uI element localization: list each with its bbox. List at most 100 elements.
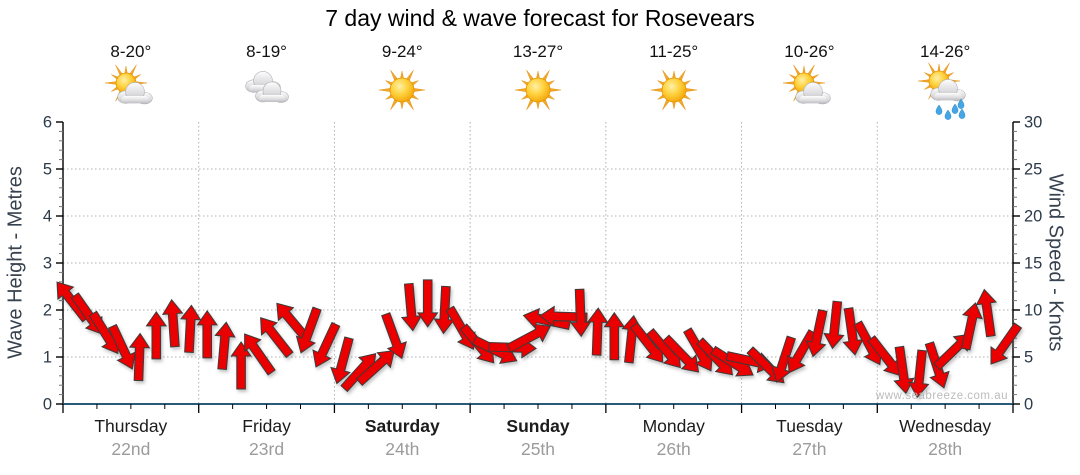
sunny-icon xyxy=(650,69,697,111)
raindrop xyxy=(957,98,965,109)
wind-arrow-shape xyxy=(214,321,236,371)
sunny-icon xyxy=(379,69,426,111)
cloud-shape xyxy=(254,81,289,103)
wind-arrow-shape xyxy=(381,312,407,360)
wind-arrow-shape xyxy=(933,333,972,371)
wind-arrow-shape xyxy=(603,311,626,361)
day-date: 24th xyxy=(385,439,420,459)
wind-arrow xyxy=(400,282,423,332)
wind-arrow xyxy=(145,311,168,360)
day-temp-range: 13-27° xyxy=(512,42,564,61)
wind-arrow-shape xyxy=(128,332,151,382)
sun-behind-cloud-icon xyxy=(783,64,832,105)
left-axis-tick-label: 2 xyxy=(43,302,52,320)
day-date: 26th xyxy=(656,439,691,459)
wind-arrow xyxy=(381,312,407,360)
cloudy-icon xyxy=(244,71,289,103)
left-axis-tick-label: 0 xyxy=(43,396,52,414)
right-axis-tick-label: 5 xyxy=(1024,349,1033,367)
left-axis-tick-label: 3 xyxy=(43,255,52,273)
chart-title: 7 day wind & wave forecast for Rosevears xyxy=(325,5,755,31)
day-date: 27th xyxy=(792,439,827,459)
day-temp-range: 11-25° xyxy=(649,42,699,61)
wind-arrow xyxy=(586,307,609,356)
wind-arrow-shape xyxy=(196,310,218,359)
wind-arrow xyxy=(355,350,395,387)
wind-arrow xyxy=(933,333,972,371)
day-date: 22nd xyxy=(111,439,151,459)
day-name: Wednesday xyxy=(899,416,992,436)
wind-arrow-shape xyxy=(295,306,322,354)
wind-arrow xyxy=(107,323,136,370)
right-axis-tick-label: 0 xyxy=(1024,396,1033,414)
sun-behind-rain-cloud-icon xyxy=(918,62,966,120)
wind-arrow-shape xyxy=(355,350,395,387)
wind-arrow-shape xyxy=(586,307,609,356)
raindrop xyxy=(935,104,943,115)
day-date: 23rd xyxy=(249,439,285,459)
wind-arrow-shape xyxy=(416,279,439,328)
wind-arrow-shape xyxy=(230,341,252,390)
cloud-shape xyxy=(117,82,153,105)
wind-arrow-shape xyxy=(823,300,845,350)
left-axis-tick-label: 4 xyxy=(43,208,52,226)
left-axis-title: Wave Height - Metres xyxy=(4,166,27,359)
wind-arrow-shape xyxy=(787,329,818,374)
wind-arrow-shape xyxy=(662,334,700,373)
wind-arrow-shape xyxy=(960,302,983,351)
wind-arrow xyxy=(990,322,1023,365)
wind-arrow-shape xyxy=(330,336,354,385)
wind-arrow xyxy=(960,302,983,351)
wind-arrow xyxy=(161,298,184,348)
wind-arrow xyxy=(539,305,588,328)
day-date: 25th xyxy=(520,439,556,459)
watermark: www.seabreeze.com.au xyxy=(875,390,1008,402)
sun-disc xyxy=(389,77,415,103)
right-axis-tick-label: 15 xyxy=(1024,255,1042,273)
raindrop xyxy=(951,103,959,114)
cloud-shape xyxy=(930,79,966,102)
cloud-shape xyxy=(795,82,832,105)
right-axis-tick-label: 10 xyxy=(1024,302,1042,320)
day-date: 28th xyxy=(928,439,963,459)
day-temp-range: 8-20° xyxy=(110,42,152,61)
wind-arrow-shape xyxy=(244,333,276,376)
wind-arrow xyxy=(196,310,218,359)
wind-arrow xyxy=(662,334,700,373)
day-temp-range: 9-24° xyxy=(381,42,423,61)
wind-arrow xyxy=(975,288,998,338)
day-temp-range: 14-26° xyxy=(920,42,971,61)
right-axis-tick-label: 20 xyxy=(1024,208,1042,226)
wind-arrow-shape xyxy=(312,321,341,368)
wind-arrow xyxy=(244,333,276,376)
wind-arrow xyxy=(805,309,828,358)
wind-arrow-shape xyxy=(539,305,588,328)
day-name: Thursday xyxy=(94,416,168,436)
wind-arrow xyxy=(230,341,252,390)
sun-disc xyxy=(525,77,551,103)
sunny-icon xyxy=(514,69,562,111)
day-name: Sunday xyxy=(506,416,570,436)
day-name: Friday xyxy=(242,416,291,436)
wind-arrow-shape xyxy=(179,304,202,354)
day-temp-range: 10-26° xyxy=(784,42,835,61)
sun-behind-cloud-icon xyxy=(104,64,153,105)
sun-disc xyxy=(661,77,687,103)
wind-arrow-shape xyxy=(260,317,294,359)
wind-arrow-shape xyxy=(908,349,930,399)
wind-arrow xyxy=(179,304,202,354)
day-name: Tuesday xyxy=(776,416,843,436)
left-axis-tick-label: 5 xyxy=(43,161,52,179)
raindrop xyxy=(944,109,952,120)
raindrop xyxy=(958,108,966,119)
wind-arrow xyxy=(260,317,294,359)
wind-arrow xyxy=(128,332,151,382)
wind-arrow xyxy=(823,300,845,350)
right-axis-tick-label: 30 xyxy=(1024,114,1042,132)
wind-arrow xyxy=(893,345,915,395)
wind-arrow-shape xyxy=(145,311,168,360)
left-axis-tick-label: 6 xyxy=(43,114,52,132)
wind-arrow-series xyxy=(56,279,1023,399)
